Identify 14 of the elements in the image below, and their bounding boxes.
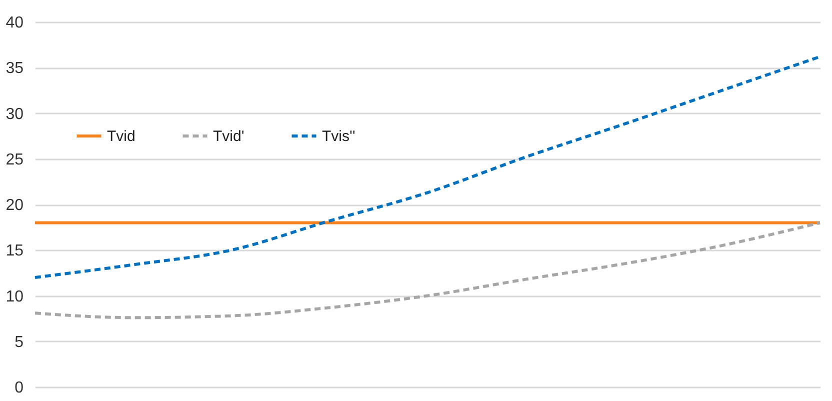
y-tick-label: 15 [6, 242, 24, 260]
legend-label: Tvis'' [322, 128, 356, 145]
y-tick-label: 0 [14, 380, 24, 396]
y-tick-label: 25 [6, 151, 24, 168]
y-tick-label: 5 [14, 334, 24, 351]
legend-label: Tvid' [213, 128, 244, 145]
y-tick-label: 40 [6, 14, 24, 32]
y-tick-label: 30 [6, 106, 24, 123]
line-series [34, 221, 822, 320]
y-tick-label: 10 [6, 288, 24, 306]
y-tick-label: 35 [6, 60, 24, 78]
legend-label: Tvid [107, 128, 136, 145]
y-tick-label: 20 [6, 197, 24, 214]
line-series [34, 55, 822, 279]
